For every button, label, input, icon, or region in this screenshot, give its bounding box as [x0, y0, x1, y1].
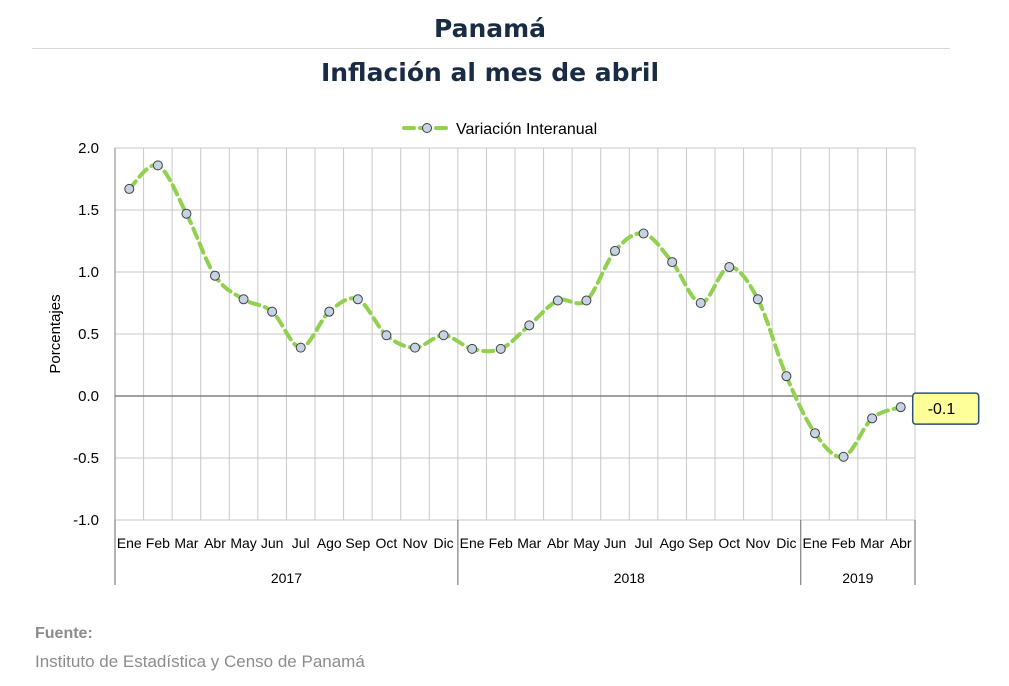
series-line	[127, 163, 903, 460]
data-point	[638, 228, 649, 239]
data-point	[552, 295, 563, 306]
data-point	[895, 402, 906, 413]
data-point	[181, 208, 192, 219]
y-tick-label: -0.5	[73, 450, 99, 467]
x-tick-label: Jul	[292, 535, 310, 551]
x-tick-label: Abr	[204, 535, 226, 551]
data-point	[667, 257, 678, 268]
data-point	[352, 294, 363, 305]
y-axis-label: Porcentajes	[47, 294, 64, 373]
data-point	[695, 298, 706, 308]
x-tick-label: Feb	[146, 535, 170, 551]
data-point	[210, 270, 220, 281]
data-point	[438, 330, 449, 341]
year-label: 2017	[271, 570, 302, 586]
data-point	[867, 413, 878, 424]
data-point	[610, 245, 620, 256]
chart-subtitle: Inflación al mes de abril	[320, 58, 660, 87]
data-point	[295, 342, 306, 353]
x-tick-label: Dic	[776, 535, 796, 551]
legend-marker-icon	[422, 123, 432, 133]
y-tick-label: 1.5	[78, 202, 99, 219]
annotation-label: -0.1	[928, 401, 956, 418]
x-tick-label: Nov	[403, 535, 428, 551]
x-tick-label: Feb	[832, 535, 856, 551]
data-point	[267, 306, 278, 317]
x-tick-label: Abr	[547, 535, 569, 551]
data-point	[381, 330, 392, 341]
x-tick-label: May	[230, 535, 256, 551]
year-label: 2019	[842, 570, 873, 586]
source-text: Instituto de Estadística y Censo de Pana…	[35, 652, 365, 671]
data-point	[152, 160, 163, 171]
x-tick-label: Mar	[517, 535, 541, 551]
x-tick-label: Mar	[174, 535, 198, 551]
data-point	[124, 183, 135, 194]
title-divider	[32, 48, 950, 49]
x-tick-label: May	[573, 535, 599, 551]
x-tick-label: Feb	[489, 535, 513, 551]
data-point	[838, 451, 849, 462]
data-point	[810, 428, 820, 439]
data-point	[495, 343, 506, 354]
x-tick-label: Sep	[345, 535, 370, 551]
x-tick-label: Ene	[803, 535, 828, 551]
data-point	[467, 343, 478, 354]
x-tick-label: Ene	[117, 535, 142, 551]
x-tick-label: Sep	[688, 535, 713, 551]
data-point	[781, 371, 792, 382]
x-tick-label: Dic	[433, 535, 453, 551]
data-point	[324, 306, 335, 317]
x-tick-label: Jun	[604, 535, 627, 551]
y-tick-label: 0.0	[78, 388, 99, 405]
x-tick-label: Jul	[635, 535, 653, 551]
x-tick-label: Oct	[376, 535, 398, 551]
y-tick-label: 2.0	[78, 140, 99, 157]
source-label: Fuente:	[35, 625, 93, 642]
y-tick-label: 1.0	[78, 264, 99, 281]
legend-label: Variación Interanual	[456, 121, 597, 138]
x-tick-label: Ene	[460, 535, 485, 551]
x-tick-label: Oct	[718, 535, 740, 551]
annotation-callout	[911, 392, 980, 425]
y-tick-label: -1.0	[73, 512, 99, 529]
x-tick-label: Nov	[745, 535, 770, 551]
data-point	[410, 342, 420, 353]
data-point	[581, 295, 592, 306]
data-point	[524, 320, 535, 331]
x-tick-label: Abr	[890, 535, 912, 551]
data-point	[752, 294, 763, 305]
x-tick-label: Ago	[317, 535, 342, 551]
y-tick-label: 0.5	[78, 326, 99, 343]
chart-title: Panamá	[433, 14, 547, 43]
x-tick-label: Mar	[860, 535, 884, 551]
year-label: 2018	[614, 570, 645, 586]
data-point	[724, 262, 735, 273]
x-tick-label: Jun	[261, 535, 284, 551]
x-tick-label: Ago	[660, 535, 685, 551]
data-point	[238, 294, 249, 305]
